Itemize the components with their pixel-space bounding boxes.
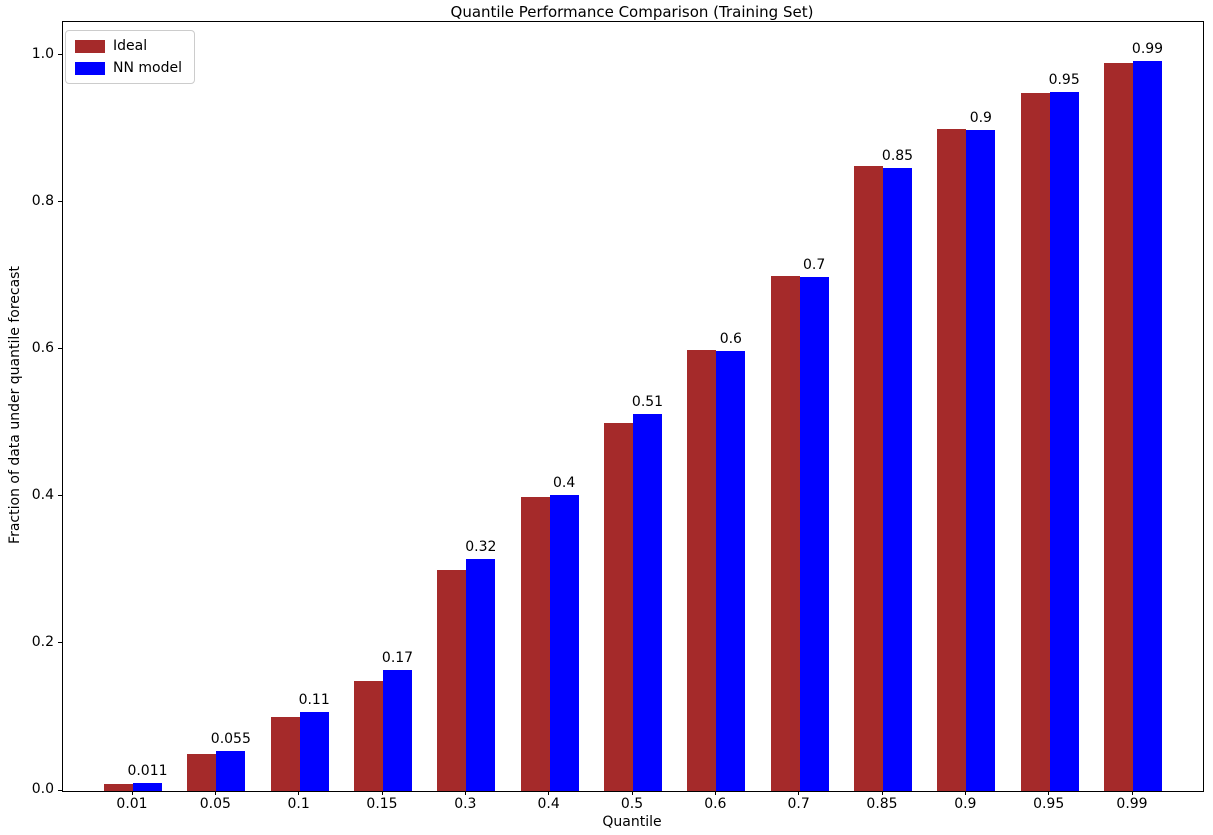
bar-ideal <box>104 783 133 791</box>
bar-ideal <box>1020 92 1050 791</box>
y-tick <box>58 201 62 203</box>
chart-title: Quantile Performance Comparison (Trainin… <box>450 3 814 21</box>
bar-ideal <box>520 496 550 791</box>
bar-ideal <box>770 276 800 791</box>
bar-value-label: 0.11 <box>298 692 330 709</box>
x-tick <box>298 791 300 795</box>
x-tick-label: 0.85 <box>866 796 898 812</box>
bar-value-label: 0.4 <box>553 474 576 491</box>
x-tick-label: 0.5 <box>620 796 644 812</box>
legend-item-ideal: Ideal <box>75 38 182 54</box>
bar-value-label: 0.85 <box>881 147 914 164</box>
bar-nn-model <box>716 351 746 791</box>
bar-value-label: 0.055 <box>210 730 251 747</box>
nn-model-color-swatch <box>75 61 105 75</box>
bar-value-label: 0.51 <box>631 393 664 410</box>
bar-nn-model <box>299 712 329 791</box>
y-tick-label: 0.0 <box>31 781 54 797</box>
bar-nn-model <box>799 277 829 791</box>
x-tick-label: 0.01 <box>116 796 148 812</box>
bar-ideal <box>854 166 883 791</box>
bar-value-label: 0.9 <box>969 110 992 127</box>
bar-ideal <box>270 717 300 791</box>
x-tick <box>548 791 550 795</box>
x-tick-label: 0.6 <box>704 796 727 812</box>
bar-value-label: 0.7 <box>803 257 826 274</box>
x-tick <box>381 791 383 795</box>
legend: Ideal NN model <box>65 30 195 84</box>
bar-value-label: 0.32 <box>465 539 497 556</box>
bar-nn-model <box>1133 60 1162 791</box>
y-tick <box>58 495 62 497</box>
x-tick <box>881 791 883 795</box>
y-tick-label: 1.0 <box>31 45 54 62</box>
x-tick-label: 0.99 <box>1116 796 1148 812</box>
x-tick <box>631 791 633 795</box>
x-tick <box>214 791 216 795</box>
bar-nn-model <box>383 669 412 791</box>
x-tick <box>464 791 466 795</box>
x-tick-label: 0.3 <box>454 796 477 812</box>
bar-ideal <box>354 680 383 791</box>
y-tick <box>58 54 62 56</box>
legend-label-ideal: Ideal <box>113 38 148 54</box>
x-tick-label: 0.05 <box>199 796 231 812</box>
bar-value-label: 0.99 <box>1131 40 1164 57</box>
y-tick-label: 0.6 <box>31 339 54 356</box>
bar-value-label: 0.95 <box>1048 71 1080 88</box>
x-tick <box>1131 791 1133 795</box>
y-tick-label: 0.2 <box>31 633 54 650</box>
bar-nn-model <box>133 782 162 791</box>
bar-ideal <box>187 754 217 791</box>
bar-nn-model <box>549 494 579 791</box>
x-tick-label: 0.9 <box>954 796 977 812</box>
plot-area: Ideal NN model 0.011 0.055 0.11 0.17 0.32 0.4… <box>62 21 1204 792</box>
x-tick <box>1048 791 1050 795</box>
x-axis-label: Quantile <box>602 814 662 830</box>
bar-ideal <box>937 129 967 791</box>
bar-nn-model <box>883 167 912 791</box>
x-tick <box>131 791 133 795</box>
bar-nn-model <box>216 750 246 791</box>
y-tick-label: 0.8 <box>31 192 54 209</box>
y-tick <box>58 348 62 350</box>
ideal-color-swatch <box>75 39 105 53</box>
x-tick <box>964 791 966 795</box>
x-tick-label: 0.4 <box>537 796 560 812</box>
bar-nn-model <box>1049 91 1079 791</box>
x-tick-label: 0.1 <box>287 796 310 812</box>
legend-label-nn-model: NN model <box>113 60 182 76</box>
bar-ideal <box>604 423 633 791</box>
bar-ideal <box>1104 63 1133 791</box>
x-tick-label: 0.7 <box>787 796 810 812</box>
y-tick <box>58 789 62 791</box>
bar-nn-model <box>966 130 996 791</box>
bar-value-label: 0.17 <box>381 649 414 666</box>
bar-ideal <box>687 349 717 791</box>
bar-value-label: 0.6 <box>719 331 742 348</box>
legend-item-nn-model: NN model <box>75 60 182 76</box>
bar-nn-model <box>633 413 662 791</box>
x-tick-label: 0.95 <box>1033 796 1065 812</box>
x-tick <box>798 791 800 795</box>
x-tick-label: 0.15 <box>366 796 398 812</box>
bar-ideal <box>437 570 467 791</box>
bar-value-label: 0.011 <box>127 762 168 779</box>
y-tick <box>58 642 62 644</box>
y-tick-label: 0.4 <box>31 486 54 503</box>
bar-nn-model <box>466 559 496 791</box>
x-tick <box>714 791 716 795</box>
